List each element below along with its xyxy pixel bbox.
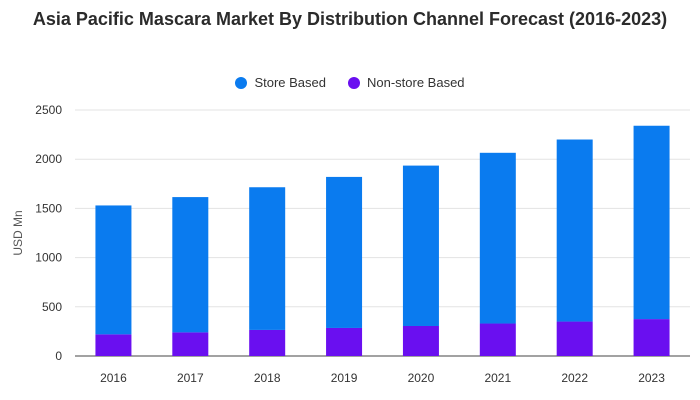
- x-tick-label: 2021: [484, 371, 511, 385]
- bar-non-store-based-2021[interactable]: [479, 323, 516, 356]
- x-tick-label: 2016: [100, 371, 127, 385]
- x-tick-label: 2018: [254, 371, 281, 385]
- chart-legend: Store Based Non-store Based: [0, 75, 700, 90]
- bar-non-store-based-2023[interactable]: [633, 319, 670, 356]
- y-axis-ticks: 0 500 1000 1500 2000 2500: [35, 103, 62, 363]
- bar-store-based-2021[interactable]: [479, 152, 516, 324]
- bar-non-store-based-2016[interactable]: [95, 334, 132, 356]
- chart-title: Asia Pacific Mascara Market By Distribut…: [32, 9, 668, 29]
- x-tick-label: 2022: [561, 371, 588, 385]
- x-tick-label: 2023: [638, 371, 665, 385]
- legend-item-store-based[interactable]: Store Based: [235, 75, 326, 90]
- bar-non-store-based-2020[interactable]: [402, 325, 439, 356]
- legend-item-non-store-based[interactable]: Non-store Based: [347, 75, 465, 90]
- bar-store-based-2018[interactable]: [249, 187, 286, 330]
- bar-non-store-based-2017[interactable]: [172, 332, 209, 356]
- legend-label-non-store-based: Non-store Based: [366, 75, 465, 90]
- bar-non-store-based-2019[interactable]: [326, 327, 363, 356]
- x-axis-ticks: 2016 2017 2018 2019 2020 2021 2022 2023: [100, 371, 665, 385]
- bar-store-based-2023[interactable]: [633, 125, 670, 320]
- x-tick-label: 2017: [177, 371, 204, 385]
- bar-store-based-2016[interactable]: [95, 205, 132, 335]
- y-tick-label: 1000: [35, 251, 62, 265]
- bars: [95, 125, 670, 356]
- y-tick-label: 2500: [35, 103, 62, 117]
- y-tick-label: 2000: [35, 152, 62, 166]
- gridlines: [75, 109, 690, 357]
- legend-swatch-store-based: [235, 76, 248, 89]
- y-tick-label: 0: [55, 349, 62, 363]
- bar-store-based-2017[interactable]: [172, 197, 209, 333]
- x-tick-label: 2020: [408, 371, 435, 385]
- bar-store-based-2020[interactable]: [402, 165, 439, 326]
- bar-store-based-2019[interactable]: [326, 176, 363, 328]
- y-tick-label: 1500: [35, 201, 62, 215]
- x-tick-label: 2019: [331, 371, 358, 385]
- y-tick-label: 500: [42, 300, 62, 314]
- bar-non-store-based-2022[interactable]: [556, 321, 593, 356]
- bar-non-store-based-2018[interactable]: [249, 329, 286, 356]
- legend-label-store-based: Store Based: [254, 75, 326, 90]
- legend-swatch-non-store-based: [347, 76, 360, 89]
- y-axis-label: USD Mn: [11, 210, 25, 255]
- bar-store-based-2022[interactable]: [556, 139, 593, 322]
